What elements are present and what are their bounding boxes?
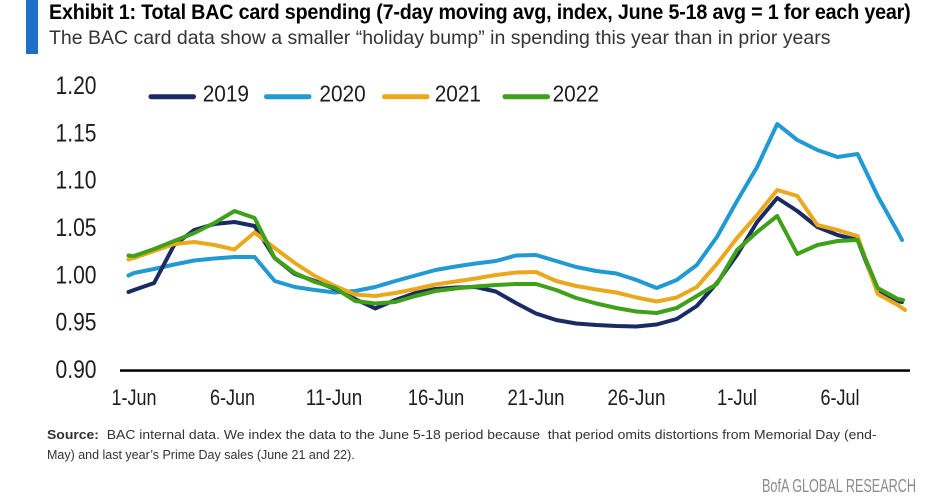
svg-text:1.00: 1.00 xyxy=(56,261,97,289)
svg-text:26-Jun: 26-Jun xyxy=(608,385,666,410)
svg-text:11-Jun: 11-Jun xyxy=(306,385,363,410)
svg-text:21-Jun: 21-Jun xyxy=(508,385,565,410)
svg-text:0.90: 0.90 xyxy=(56,356,97,384)
svg-text:1.15: 1.15 xyxy=(56,119,97,147)
svg-text:6-Jul: 6-Jul xyxy=(821,385,860,410)
svg-text:1-Jun: 1-Jun xyxy=(112,385,157,410)
svg-text:1.20: 1.20 xyxy=(56,72,97,100)
svg-text:2021: 2021 xyxy=(435,80,481,106)
svg-text:1.05: 1.05 xyxy=(56,214,97,242)
svg-text:2022: 2022 xyxy=(553,80,599,106)
svg-text:1.10: 1.10 xyxy=(56,167,97,195)
svg-text:2019: 2019 xyxy=(203,80,249,106)
svg-text:0.95: 0.95 xyxy=(56,309,97,337)
svg-text:2020: 2020 xyxy=(319,80,365,106)
svg-text:6-Jun: 6-Jun xyxy=(210,385,255,410)
svg-text:1-Jul: 1-Jul xyxy=(717,385,757,410)
svg-text:16-Jun: 16-Jun xyxy=(408,385,465,410)
